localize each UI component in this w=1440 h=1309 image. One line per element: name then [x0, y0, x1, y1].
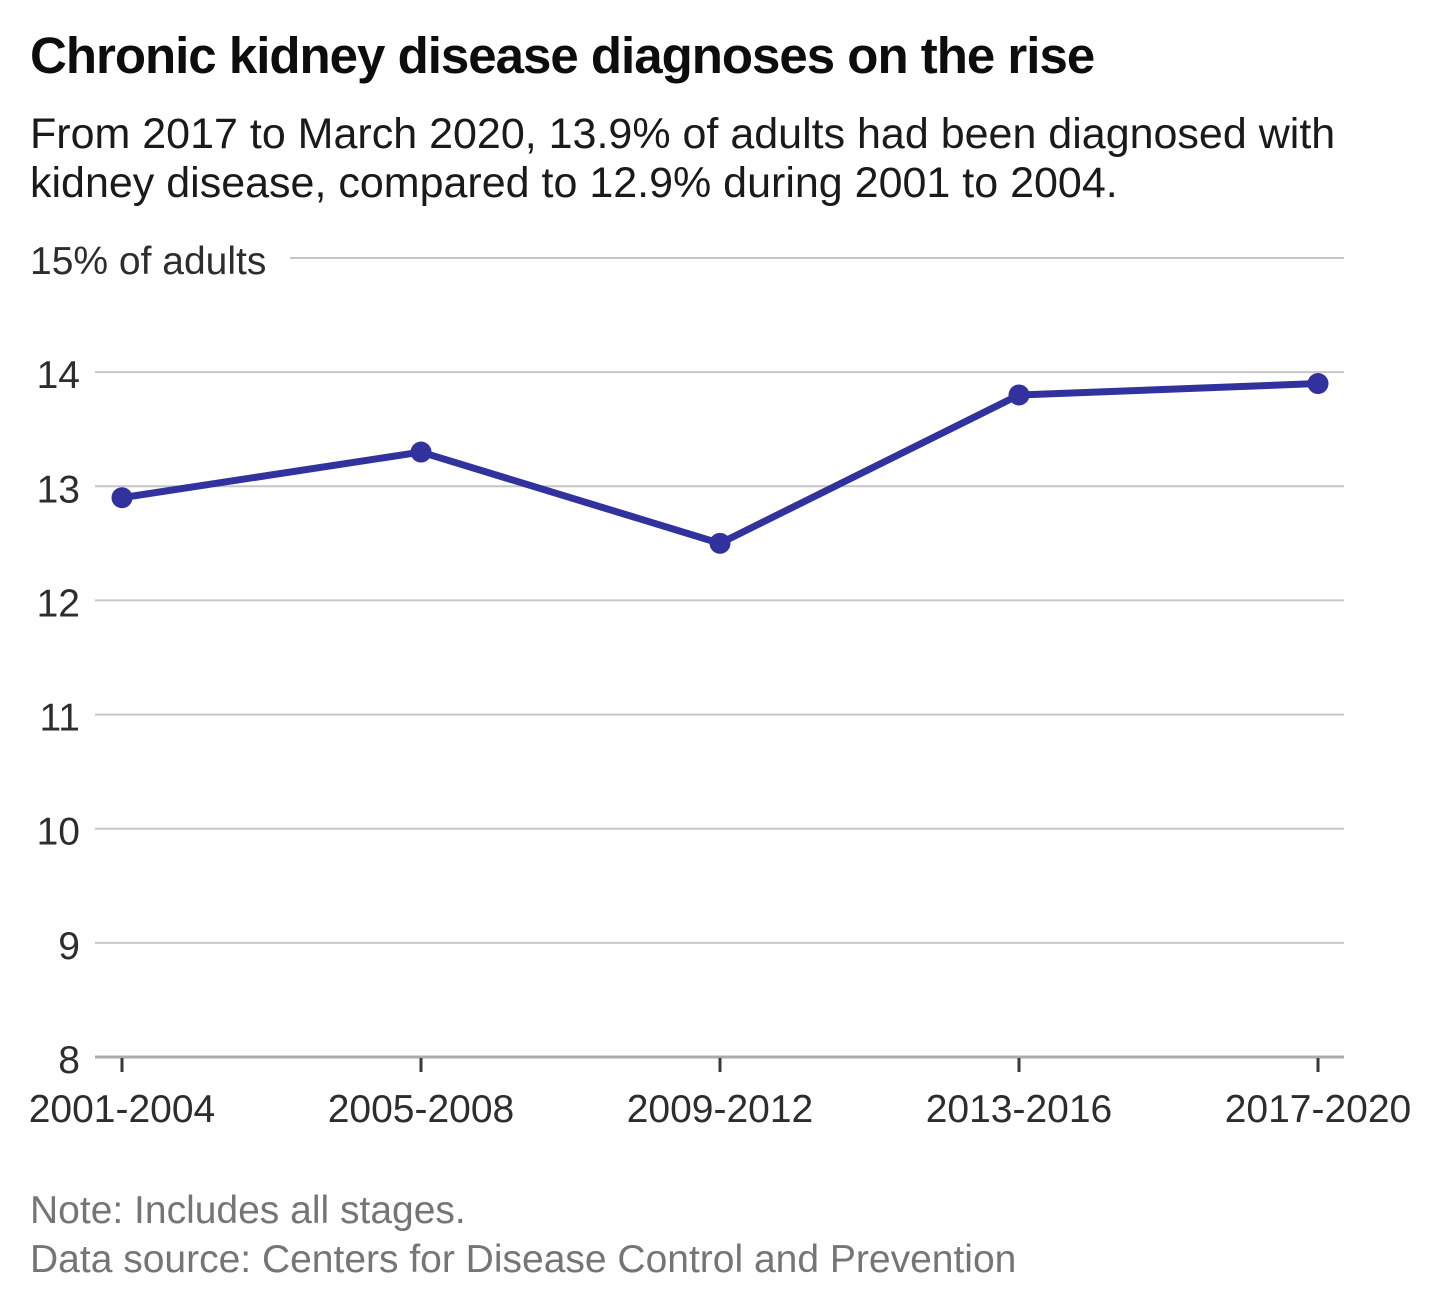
chart-note: Note: Includes all stages. — [30, 1189, 466, 1232]
y-axis-tick-label: 14 — [37, 354, 80, 397]
data-point-marker — [709, 532, 731, 554]
trend-line — [118, 380, 1322, 547]
data-point-marker — [111, 487, 133, 509]
data-point-marker — [1008, 384, 1030, 406]
data-point-marker — [1307, 373, 1329, 395]
chart-subtitle: From 2017 to March 2020, 13.9% of adults… — [30, 110, 1336, 208]
y-axis-tick-label: 12 — [37, 582, 80, 625]
y-axis-tick-label: 10 — [37, 811, 80, 854]
y-axis-tick-label: 11 — [40, 697, 81, 740]
x-axis-tick-label: 2001-2004 — [29, 1088, 216, 1131]
x-axis-tick-label: 2017-2020 — [1225, 1088, 1412, 1131]
x-axis-tick-label: 2005-2008 — [328, 1088, 515, 1131]
y-axis-tick-label: 13 — [37, 468, 80, 511]
x-axis-tick-label: 2013-2016 — [926, 1088, 1113, 1131]
chart-title: Chronic kidney disease diagnoses on the … — [30, 27, 1095, 84]
y-axis-tick-label: 15% of adults — [30, 240, 266, 283]
y-axis-tick-label: 9 — [58, 925, 80, 968]
chart-data-source: Data source: Centers for Disease Control… — [30, 1238, 1017, 1281]
x-axis-tick-label: 2009-2012 — [627, 1088, 814, 1131]
data-point-marker — [410, 441, 432, 463]
y-axis-tick-label: 8 — [58, 1039, 80, 1082]
